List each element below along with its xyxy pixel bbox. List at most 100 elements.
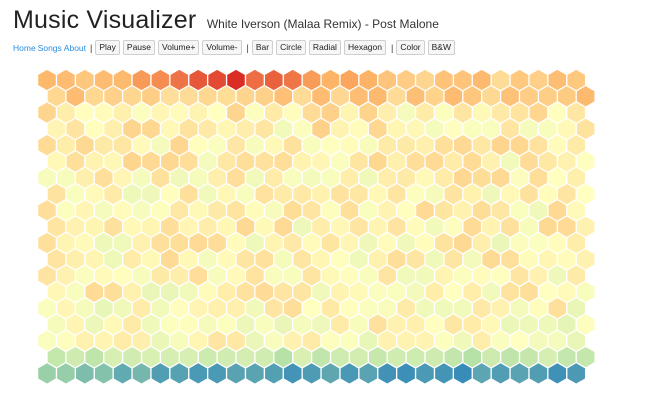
hex-cell: [65, 150, 85, 173]
hex-cell: [462, 215, 482, 238]
hex-cell: [358, 297, 378, 320]
hex-cell: [65, 117, 85, 140]
hex-cell: [75, 297, 95, 320]
hex-cell: [198, 280, 218, 303]
hex-cell: [443, 183, 463, 206]
nav-about-link[interactable]: About: [63, 42, 87, 53]
hex-cell: [528, 329, 548, 352]
hex-cell: [557, 215, 577, 238]
hex-cell: [84, 150, 104, 173]
hex-cell: [235, 150, 256, 173]
hex-cell: [576, 183, 596, 206]
hex-cell: [150, 68, 170, 92]
hex-cell: [538, 248, 558, 271]
hex-cell: [283, 329, 303, 352]
hex-cell: [292, 313, 312, 336]
hex-cell: [491, 101, 511, 124]
circle-mode-button[interactable]: Circle: [276, 40, 306, 55]
nav-songs-link[interactable]: Songs: [37, 42, 62, 53]
hex-cell: [254, 248, 274, 271]
hex-cell: [302, 231, 322, 255]
hex-cell: [169, 101, 189, 124]
hex-cell: [472, 68, 492, 92]
hex-cell: [122, 117, 142, 140]
hex-cell: [198, 215, 218, 238]
hex-cell: [141, 280, 161, 303]
hex-cell: [264, 329, 284, 352]
hex-cell: [377, 231, 397, 255]
hex-cell: [216, 280, 237, 303]
hex-cell: [358, 264, 378, 287]
hex-cell: [500, 313, 520, 336]
hex-cell: [576, 85, 596, 108]
hex-cell: [462, 150, 482, 173]
volume-up-button[interactable]: Volume+: [158, 40, 200, 55]
hex-cell: [415, 68, 435, 92]
hex-cell: [519, 183, 539, 206]
volume-down-button[interactable]: Volume-: [202, 40, 242, 55]
hex-cell: [160, 183, 180, 206]
hex-cell: [103, 280, 123, 303]
hex-cell: [491, 68, 511, 92]
hex-cell: [509, 329, 530, 352]
hex-cell: [481, 346, 501, 369]
hex-cell: [424, 248, 445, 271]
hex-cell: [198, 248, 218, 271]
hex-cell: [302, 166, 322, 189]
hex-cell: [207, 362, 227, 385]
bar-mode-button[interactable]: Bar: [251, 40, 274, 55]
hex-cell: [509, 264, 530, 287]
hex-cell: [576, 150, 596, 173]
hex-cell: [235, 280, 256, 303]
hex-cell: [37, 231, 57, 255]
hex-cell: [453, 297, 473, 320]
hex-cell: [519, 85, 539, 108]
hex-cell: [254, 183, 274, 206]
color-button[interactable]: Color: [396, 40, 425, 55]
hex-cell: [368, 215, 388, 238]
hex-cell: [415, 264, 435, 287]
hex-cell: [491, 297, 511, 320]
pause-button[interactable]: Pause: [122, 40, 156, 55]
hex-cell: [377, 362, 397, 385]
hex-cell: [396, 231, 416, 255]
hex-cell: [113, 264, 133, 287]
hex-cell: [339, 101, 359, 124]
hex-cell: [405, 117, 426, 140]
hex-cell: [37, 264, 57, 287]
hex-cell: [358, 68, 378, 92]
hex-cell: [254, 117, 274, 140]
hex-cell: [254, 215, 274, 238]
hex-cell: [481, 215, 501, 238]
hex-cell: [547, 264, 567, 287]
hex-cell: [462, 248, 482, 271]
hex-cell: [226, 231, 246, 255]
hex-cell: [405, 183, 426, 206]
nav-home-link[interactable]: Home: [13, 42, 36, 53]
hex-cell: [226, 362, 246, 385]
hex-cell: [443, 280, 463, 303]
hex-cell: [292, 150, 312, 173]
hex-cell: [207, 297, 227, 320]
hex-cell: [179, 248, 199, 271]
app-title: Music Visualizer: [13, 6, 197, 34]
hex-cell: [188, 231, 208, 255]
hex-cell: [292, 117, 312, 140]
hex-cell: [396, 264, 416, 287]
hex-cell: [245, 101, 265, 124]
hex-cell: [472, 134, 492, 157]
hex-cell: [434, 362, 454, 385]
hex-cell: [37, 362, 57, 385]
radial-mode-button[interactable]: Radial: [308, 40, 341, 55]
hexagon-mode-button[interactable]: Hexagon: [343, 40, 386, 55]
hex-cell: [358, 199, 378, 222]
hex-cell: [320, 297, 341, 320]
bw-button[interactable]: B&W: [427, 40, 456, 55]
hex-cell: [377, 297, 397, 320]
hex-cell: [368, 183, 388, 206]
hex-cell: [46, 248, 67, 271]
play-button[interactable]: Play: [95, 40, 120, 55]
hex-cell: [283, 362, 303, 385]
hex-cell: [37, 166, 57, 189]
hex-cell: [311, 215, 331, 238]
